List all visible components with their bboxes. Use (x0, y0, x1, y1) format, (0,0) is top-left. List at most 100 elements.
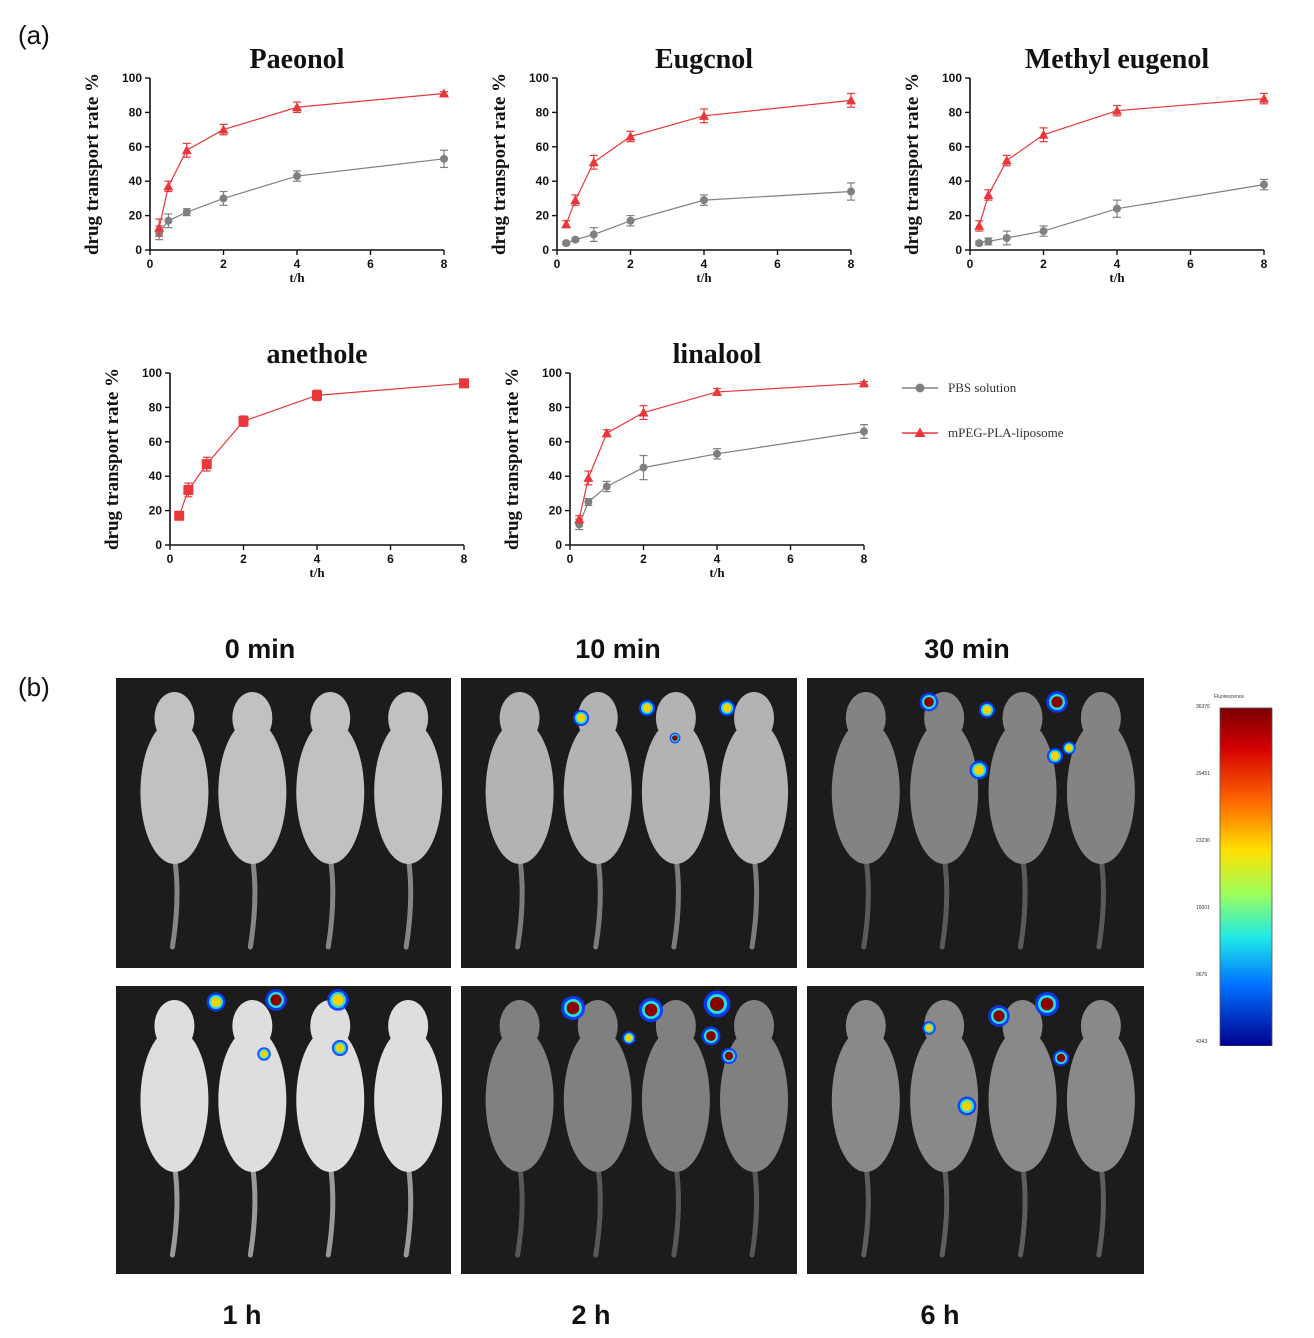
x-tick-label: 6 (387, 552, 394, 566)
time-label-2h: 2 h (571, 1300, 611, 1330)
spot-core (993, 1010, 1005, 1022)
data-point-mpeg-pla-liposome (183, 484, 194, 495)
mouse-tail (593, 1162, 603, 1258)
mouse-body (988, 1028, 1057, 1172)
spot-core (335, 1043, 345, 1053)
data-point-pbs-solution (602, 482, 611, 491)
series-line-mpeg-pla-liposome (178, 382, 465, 516)
y-tick-label: 60 (549, 435, 563, 449)
y-axis-label: drug transport rate % (82, 73, 103, 255)
x-tick-label: 2 (640, 552, 647, 566)
y-tick-label: 40 (549, 469, 563, 483)
imaging-photo-2h (461, 986, 797, 1274)
spot-core (642, 703, 652, 713)
y-tick-label: 20 (949, 209, 963, 223)
imaging-photo-1h (116, 986, 451, 1274)
mouse-body (485, 1028, 554, 1172)
panel-label-b: (b) (18, 672, 50, 702)
x-tick-label: 4 (1114, 257, 1121, 271)
y-tick-label: 60 (149, 435, 163, 449)
mouse-0 (140, 692, 209, 950)
data-point-mpeg-pla-liposome (588, 157, 599, 167)
data-point-pbs-solution (219, 194, 228, 203)
data-point-mpeg-pla-liposome (1259, 93, 1269, 103)
data-point-pbs-solution (164, 216, 173, 225)
mouse-head (1002, 692, 1043, 744)
mouse-2 (988, 1000, 1057, 1258)
y-axis-label: drug transport rate % (102, 368, 123, 550)
data-point-mpeg-pla-liposome (181, 145, 192, 155)
x-tick-label: 4 (294, 257, 301, 271)
legend-label-liposome: mPEG-PLA-liposome (948, 425, 1064, 440)
y-tick-label: 0 (155, 538, 162, 552)
spot-core (576, 713, 586, 723)
spot-core (211, 997, 221, 1007)
mouse-body (910, 1028, 979, 1172)
series-line-pbs-solution (578, 430, 865, 525)
y-tick-label: 20 (549, 504, 563, 518)
scale-tick-3: 16001 (1196, 905, 1210, 911)
mouse-head (655, 692, 696, 744)
y-tick-label: 40 (149, 469, 163, 483)
series-line-pbs-solution (979, 184, 1265, 244)
data-point-pbs-solution (975, 239, 984, 248)
fluorescence-spot (331, 1039, 349, 1057)
scale-tick-1: 29451 (1196, 771, 1210, 777)
series-line-mpeg-pla-liposome (565, 99, 852, 225)
mouse-head (577, 692, 618, 744)
x-tick-label: 0 (967, 257, 974, 271)
y-tick-label: 80 (536, 105, 550, 119)
mouse-body (831, 720, 900, 864)
data-point-mpeg-pla-liposome (561, 219, 572, 229)
mouse-body (988, 720, 1057, 864)
data-point-pbs-solution (700, 196, 708, 205)
y-tick-label: 40 (129, 174, 143, 188)
mouse-head (1002, 1000, 1043, 1052)
fluorescence-spot (969, 760, 989, 780)
fluorescence-spot (1034, 991, 1060, 1017)
spot-core (982, 705, 992, 715)
mouse-tail (671, 854, 681, 950)
x-tick-label: 4 (714, 552, 721, 566)
y-tick-label: 80 (149, 400, 163, 414)
fluorescence-spot (720, 1047, 738, 1065)
chart-paeonol: Paeonol 0 20 40 60 80 100 0 2 4 6 8 t/h drug transpor… (82, 44, 449, 285)
mouse-tail (861, 854, 871, 950)
chart-title: anethole (266, 339, 367, 370)
spot-core (270, 994, 282, 1006)
chart-title: Methyl eugenol (1025, 44, 1210, 75)
data-point-pbs-solution (182, 208, 191, 217)
data-point-mpeg-pla-liposome (846, 95, 856, 105)
x-tick-label: 8 (848, 257, 855, 271)
mouse-body (218, 1028, 287, 1172)
mouse-head (734, 692, 775, 744)
spot-core (710, 997, 724, 1011)
data-point-mpeg-pla-liposome (238, 416, 249, 427)
y-tick-label: 100 (542, 366, 562, 380)
y-tick-label: 60 (536, 140, 550, 154)
mouse-3 (374, 692, 443, 950)
data-point-mpeg-pla-liposome (574, 514, 585, 524)
mouse-tail (593, 854, 603, 950)
mouse-head (154, 692, 195, 744)
mouse-head (154, 1000, 195, 1052)
series-line-mpeg-pla-liposome (978, 98, 1265, 227)
data-point-pbs-solution (626, 216, 635, 225)
series-line-pbs-solution (565, 190, 852, 244)
data-point-pbs-solution (984, 237, 993, 246)
data-point-mpeg-pla-liposome (625, 131, 636, 141)
fluorescence-spot (701, 1026, 721, 1046)
x-tick-label: 4 (314, 552, 321, 566)
mouse-body (374, 1028, 443, 1172)
mouse-tail (325, 854, 336, 950)
fluorescence-spot (1052, 1049, 1070, 1067)
x-tick-label: 2 (1040, 257, 1047, 271)
x-tick-label: 8 (461, 552, 468, 566)
data-point-mpeg-pla-liposome (570, 195, 581, 205)
mouse-tail (1018, 1162, 1028, 1258)
time-label-1h: 1 h (222, 1300, 262, 1330)
x-tick-label: 8 (441, 257, 448, 271)
data-point-mpeg-pla-liposome (983, 189, 994, 199)
data-point-pbs-solution (1002, 233, 1011, 242)
scale-gradient (1219, 707, 1273, 1046)
